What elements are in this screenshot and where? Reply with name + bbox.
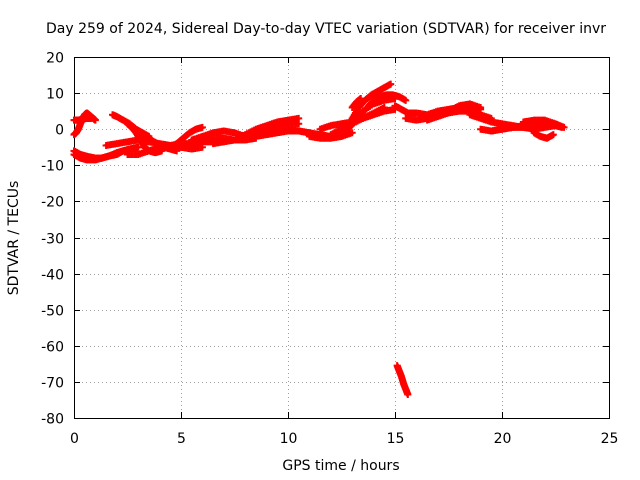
data-point <box>477 104 485 112</box>
series-t31 <box>530 129 557 142</box>
y-tick-label: 10 <box>46 87 64 103</box>
axis-ticks <box>74 57 610 419</box>
chart-title: Day 259 of 2024, Sidereal Day-to-day VTE… <box>46 21 606 37</box>
data-point <box>402 96 410 104</box>
y-axis-label: SDTVAR / TECUs <box>6 181 22 296</box>
data-point <box>173 147 181 155</box>
series-t30 <box>519 116 568 131</box>
data-point <box>387 80 395 88</box>
x-tick-label: 15 <box>387 431 405 447</box>
y-tick-label: -10 <box>41 159 64 175</box>
series-t15 <box>241 120 303 142</box>
series-t17 <box>305 129 356 142</box>
data-point <box>357 95 365 103</box>
data-point <box>404 391 412 399</box>
x-tick-label: 0 <box>70 431 79 447</box>
data-point <box>348 129 356 137</box>
series-t22 <box>348 80 395 122</box>
x-tick-labels: 0 5 10 15 20 25 <box>70 431 618 447</box>
data-point <box>134 143 142 151</box>
y-tick-label: -40 <box>41 268 64 284</box>
series-t32 <box>393 362 412 399</box>
y-tick-label: -60 <box>41 340 64 356</box>
x-tick-label: 20 <box>494 431 512 447</box>
series-t23 <box>348 95 365 112</box>
y-tick-labels: -80 -70 -60 -50 -40 -30 -20 -10 0 10 20 <box>41 51 64 428</box>
series-t4 <box>70 114 95 124</box>
x-tick-label: 5 <box>177 431 186 447</box>
data-point <box>560 123 568 131</box>
x-tick-label: 10 <box>280 431 298 447</box>
y-tick-label: -30 <box>41 232 64 248</box>
data-points <box>70 80 568 399</box>
plot-frame <box>74 57 610 419</box>
series-t10 <box>166 123 206 151</box>
data-point <box>295 120 303 128</box>
data-point <box>91 116 99 124</box>
data-point <box>380 104 388 112</box>
data-point <box>198 123 206 131</box>
y-tick-label: -50 <box>41 304 64 320</box>
y-tick-label: 0 <box>55 123 64 139</box>
y-tick-label: -20 <box>41 195 64 211</box>
series-t3 <box>70 143 142 164</box>
x-axis-label: GPS time / hours <box>282 458 399 474</box>
y-tick-label: -70 <box>41 376 64 392</box>
series-t21 <box>344 91 410 133</box>
grid-lines <box>74 57 609 418</box>
data-point <box>87 114 95 122</box>
data-point <box>549 131 557 139</box>
x-tick-label: 25 <box>601 431 619 447</box>
y-tick-label: -80 <box>41 412 64 428</box>
y-tick-label: 20 <box>46 51 64 67</box>
